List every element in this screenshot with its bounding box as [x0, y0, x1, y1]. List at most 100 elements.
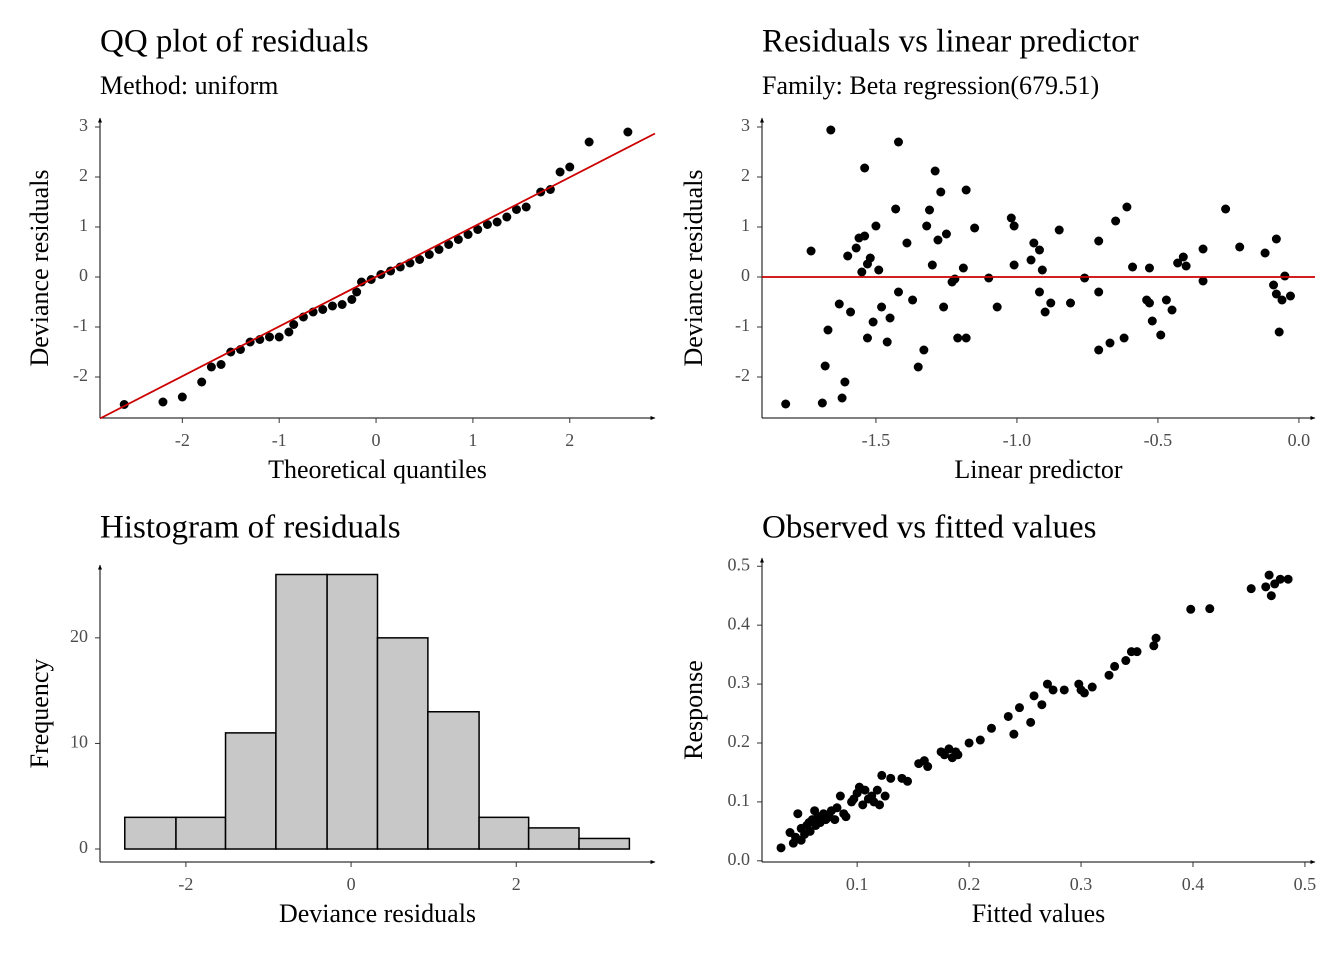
point: [1009, 221, 1019, 231]
point: [623, 127, 633, 137]
point: [1178, 252, 1188, 262]
point: [1110, 661, 1120, 671]
point: [1271, 234, 1281, 244]
x-tick-label: 0.1: [846, 874, 869, 894]
point: [1121, 656, 1131, 666]
point: [826, 125, 836, 135]
bar: [224, 732, 277, 850]
point: [1156, 330, 1166, 340]
y-tick-label: 0: [79, 265, 88, 285]
point: [1149, 641, 1159, 651]
point: [820, 361, 830, 371]
point: [961, 185, 971, 195]
bar: [527, 827, 580, 850]
point: [1029, 238, 1039, 248]
point: [1042, 679, 1052, 689]
x-tick-label: 2: [512, 874, 521, 894]
y-tick-label: 0.1: [728, 790, 751, 810]
y-tick-label: -1: [735, 315, 750, 335]
point: [337, 300, 347, 309]
point: [1128, 262, 1138, 272]
point: [891, 204, 901, 214]
point: [953, 750, 963, 760]
point: [846, 307, 856, 317]
y-tick-label: 10: [70, 732, 88, 752]
chart-subtitle: Method: uniform: [100, 71, 278, 100]
point: [1261, 582, 1271, 592]
point: [1009, 729, 1019, 739]
bar: [275, 573, 328, 850]
point: [502, 212, 512, 222]
point: [1094, 236, 1104, 246]
point: [941, 229, 951, 239]
x-tick-label: 0.5: [1294, 874, 1317, 894]
point: [1285, 291, 1295, 301]
point: [927, 260, 937, 270]
y-tick-label: 2: [79, 165, 88, 185]
point: [1029, 691, 1039, 701]
point: [857, 267, 867, 277]
point: [923, 762, 933, 772]
y-tick-label: 2: [741, 165, 750, 185]
point: [939, 302, 949, 312]
x-tick-label: 0: [372, 430, 381, 450]
bar: [478, 816, 530, 850]
point: [1167, 305, 1177, 315]
point: [1026, 717, 1036, 727]
point: [1161, 295, 1171, 305]
point: [463, 230, 473, 239]
point: [1009, 260, 1019, 270]
point: [893, 287, 903, 297]
y-axis-label: Deviance residuals: [25, 169, 54, 366]
point: [1269, 280, 1279, 290]
point: [871, 221, 881, 231]
point: [1144, 298, 1154, 308]
point: [984, 273, 994, 283]
x-tick-label: 1: [468, 430, 477, 450]
point: [875, 800, 885, 810]
point: [837, 393, 847, 403]
y-tick-label: 0.5: [728, 554, 751, 574]
point: [886, 773, 896, 783]
point: [817, 398, 827, 408]
point: [823, 325, 833, 335]
point: [565, 162, 575, 172]
point: [1205, 604, 1215, 614]
point: [843, 251, 853, 261]
point: [858, 800, 868, 810]
point: [872, 785, 882, 795]
point: [776, 843, 786, 853]
point: [1003, 711, 1013, 721]
point: [1037, 265, 1047, 275]
point: [806, 246, 816, 256]
point: [1034, 287, 1044, 297]
point: [930, 166, 940, 176]
y-tick-label: 20: [70, 626, 88, 646]
point: [1040, 307, 1050, 317]
point: [1181, 261, 1191, 271]
point: [1079, 688, 1089, 698]
chart-title: Observed vs fitted values: [762, 510, 1097, 546]
x-tick-label: -1.0: [1003, 430, 1032, 450]
point: [805, 826, 815, 836]
point: [1198, 244, 1208, 254]
point: [352, 287, 362, 297]
x-tick-label: 0: [347, 874, 356, 894]
point: [961, 333, 971, 343]
point: [1087, 682, 1097, 692]
point: [1048, 685, 1058, 695]
point: [841, 812, 851, 822]
point: [902, 238, 912, 248]
bar: [124, 816, 177, 850]
point: [860, 163, 870, 173]
y-axis-label: Deviance residuals: [679, 169, 708, 366]
x-tick-label: -2: [175, 430, 190, 450]
point: [1264, 570, 1274, 580]
point: [1274, 327, 1284, 337]
chart-title: Residuals vs linear predictor: [762, 24, 1139, 60]
x-tick-label: 2: [565, 430, 574, 450]
y-tick-label: 1: [79, 215, 88, 235]
point: [444, 240, 454, 249]
point: [1235, 242, 1245, 252]
